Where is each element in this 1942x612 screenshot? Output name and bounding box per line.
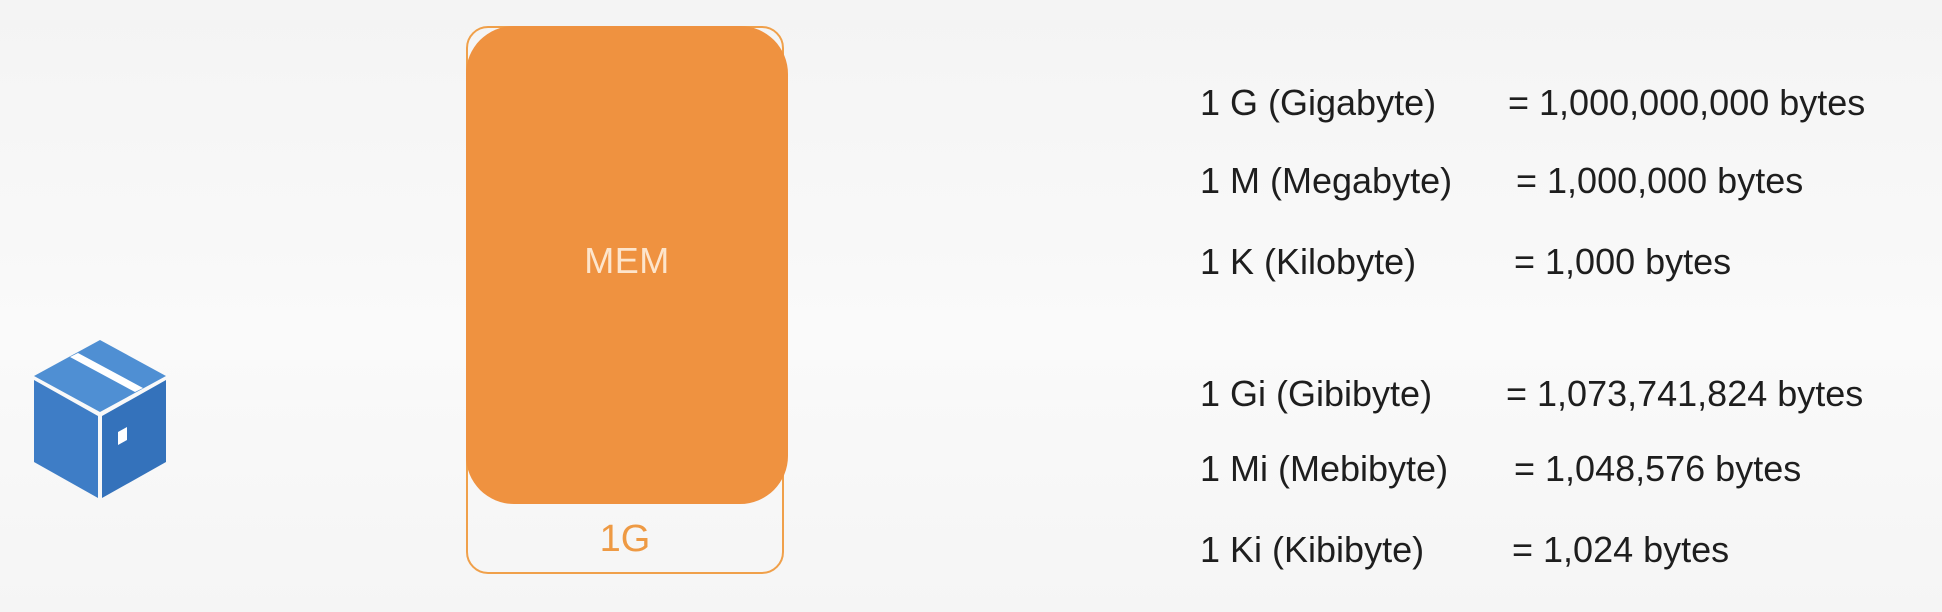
box-left-face [34, 380, 98, 498]
unit-name: 1 Ki (Kibibyte) [1200, 529, 1425, 570]
unit-value: = 1,048,576 bytes [1514, 448, 1802, 489]
memory-fill: MEM [466, 26, 788, 504]
unit-row-mebibyte: 1 Mi (Mebibyte) = 1,048,576 bytes [1200, 448, 1940, 496]
memory-size-label: 1G [599, 517, 651, 560]
unit-row-gibibyte: 1 Gi (Gibibyte) = 1,073,741,824 bytes [1200, 373, 1940, 421]
unit-value: = 1,073,741,824 bytes [1506, 373, 1864, 414]
box-top-face [34, 340, 166, 412]
unit-row-kilobyte: 1 K (Kilobyte) = 1,000 bytes [1200, 241, 1940, 289]
unit-row-megabyte: 1 M (Megabyte) = 1,000,000 bytes [1200, 160, 1940, 208]
package-box-graphic [34, 340, 166, 498]
unit-name: 1 Gi (Gibibyte) [1200, 373, 1433, 414]
memory-block: MEM 1G [466, 26, 788, 576]
unit-row-kibibyte: 1 Ki (Kibibyte) = 1,024 bytes [1200, 529, 1940, 577]
box-right-face [102, 380, 166, 498]
unit-value: = 1,000,000,000 bytes [1508, 82, 1866, 123]
box-label [118, 427, 127, 445]
unit-value: = 1,024 bytes [1512, 529, 1730, 570]
unit-name: 1 Mi (Mebibyte) [1200, 448, 1449, 489]
unit-name: 1 G (Gigabyte) [1200, 82, 1437, 123]
package-box-icon [30, 336, 170, 502]
unit-name: 1 M (Megabyte) [1200, 160, 1453, 201]
unit-value: = 1,000 bytes [1514, 241, 1732, 282]
unit-row-gigabyte: 1 G (Gigabyte) = 1,000,000,000 bytes [1200, 82, 1940, 130]
unit-name: 1 K (Kilobyte) [1200, 241, 1417, 282]
box-tape-stripe [70, 353, 143, 392]
unit-value: = 1,000,000 bytes [1516, 160, 1804, 201]
memory-label: MEM [584, 240, 670, 281]
